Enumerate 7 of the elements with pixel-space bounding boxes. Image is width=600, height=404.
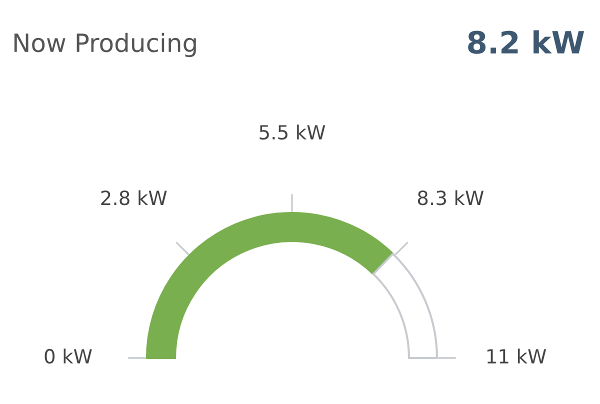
text: 5.5 kW	[260, 124, 326, 140]
text: 11 kW	[487, 348, 546, 364]
text: 0 kW	[44, 348, 92, 364]
text: 8.3 kW	[418, 190, 484, 206]
chart-title: Now Producing	[14, 32, 196, 58]
text: 8.2 kW	[468, 30, 584, 54]
text: 2.8 kW	[101, 190, 167, 206]
